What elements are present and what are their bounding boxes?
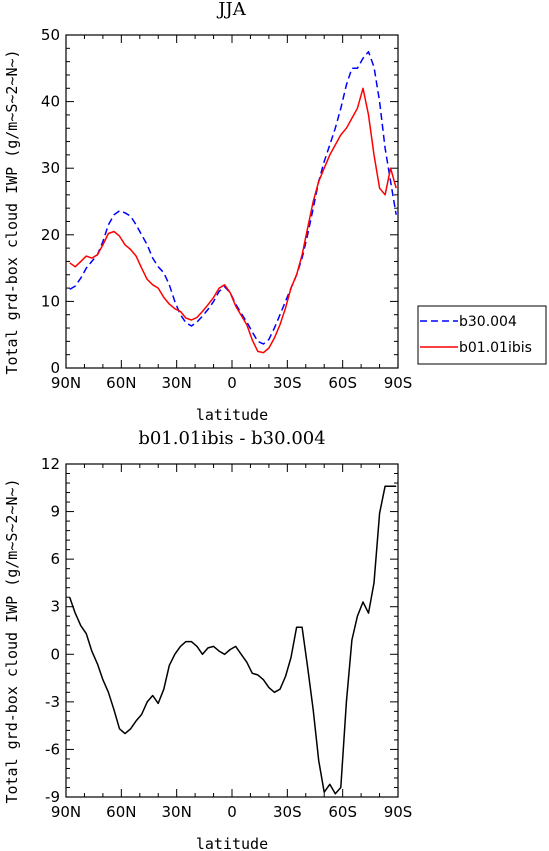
x-tick-label: 60S [328, 803, 357, 821]
y-tick-label: 10 [41, 292, 60, 310]
series-line-difference [68, 485, 397, 795]
y-tick-label: 9 [50, 503, 60, 521]
axis-ticks: 90N 60N 30N 0 30S 60S 90S -9 -6 -3 0 3 6 9 12 [41, 455, 412, 821]
series-layer [68, 485, 397, 795]
x-tick-label: 90N [51, 803, 81, 821]
series-layer [69, 50, 397, 354]
y-axis-label: Total grd-box cloud IWP (g/m~S~2~N~) [3, 49, 21, 374]
y-tick-label: -6 [45, 740, 60, 758]
chart-title: b01.01ibis - b30.004 [138, 428, 325, 449]
x-axis-label: latitude [196, 835, 268, 851]
y-tick-label: 3 [50, 598, 60, 616]
legend: b30.004 b01.01ibis [417, 305, 547, 365]
x-tick-label: 60N [106, 374, 136, 392]
y-tick-label: 6 [50, 550, 60, 568]
y-tick-label: 50 [41, 26, 60, 44]
series-line-b01-01ibis [69, 87, 397, 354]
x-tick-label: 30S [273, 803, 302, 821]
x-tick-label: 60N [106, 803, 136, 821]
x-tick-label: 90N [51, 374, 81, 392]
y-tick-label: 20 [41, 226, 60, 244]
x-tick-label: 0 [227, 374, 237, 392]
axis-ticks: 90N 60N 30N 0 30S 60S 90S 0 10 20 30 40 50 [41, 26, 412, 392]
x-tick-label: 60S [328, 374, 357, 392]
chart-title: JJA [216, 0, 246, 20]
x-tick-label: 90S [384, 374, 413, 392]
legend-label-b30: b30.004 [459, 314, 517, 330]
y-tick-label: 12 [41, 455, 60, 473]
y-tick-label: 0 [50, 645, 60, 663]
y-tick-label: 40 [41, 93, 60, 111]
y-tick-label: 0 [50, 359, 60, 377]
legend-label-ibis: b01.01ibis [459, 340, 532, 356]
x-tick-label: 30N [162, 803, 192, 821]
y-axis-label: Total grd-box cloud IWP (g/m~S~2~N~) [3, 478, 21, 803]
x-axis-label: latitude [196, 406, 268, 424]
x-tick-label: 0 [227, 803, 237, 821]
plot-frame [65, 34, 399, 369]
x-tick-label: 30S [273, 374, 302, 392]
y-tick-label: -9 [45, 788, 60, 806]
legend-box [417, 305, 547, 365]
y-tick-label: 30 [41, 159, 60, 177]
y-tick-label: -3 [45, 693, 60, 711]
x-tick-label: 30N [162, 374, 192, 392]
plot-frame [65, 463, 399, 798]
chart-difference: b01.01ibis - b30.004 90N 60N 30N 0 30S 60S 90S… [3, 428, 412, 851]
x-tick-label: 90S [384, 803, 413, 821]
chart-jja: JJA 90N 60N 30N 0 30S 60S 90S 0 10 20 30 40 50 latit… [3, 0, 412, 424]
